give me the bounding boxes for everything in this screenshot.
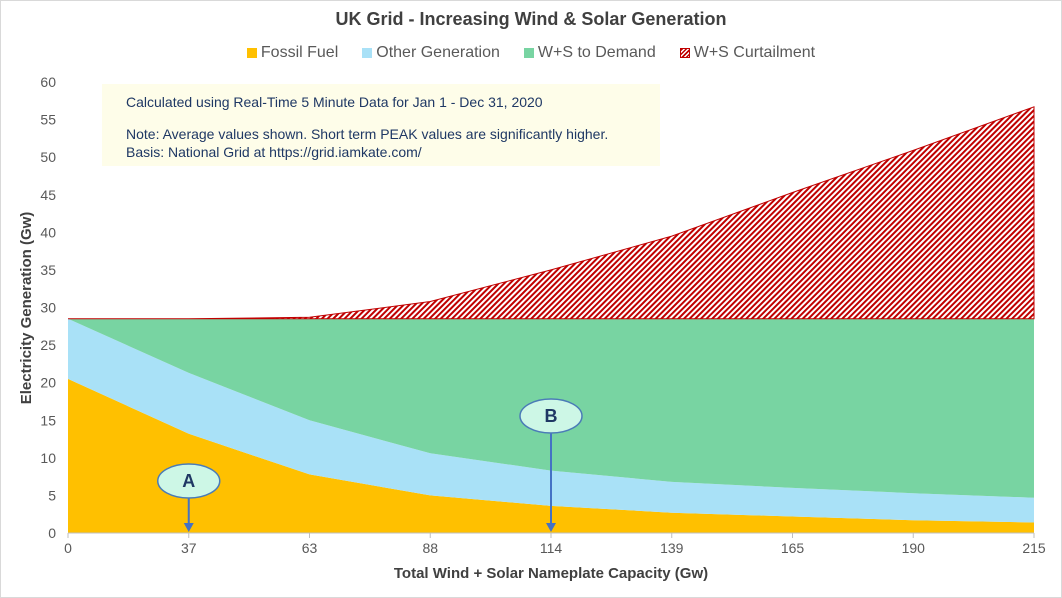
legend-item-ws-curtailment: W+S Curtailment <box>679 44 816 62</box>
callout-bubble-a <box>157 463 221 499</box>
legend-swatch-other-generation <box>362 48 373 58</box>
y-tick-label: 5 <box>48 487 56 503</box>
callout-label-a: A <box>182 471 195 491</box>
x-tick-label: 139 <box>660 540 684 556</box>
x-tick-label: 37 <box>181 540 197 556</box>
callout-label-b: B <box>545 406 558 426</box>
series-area-other-generation <box>68 318 1034 523</box>
y-tick-label: 15 <box>40 412 56 428</box>
legend-label-ws-curtailment: W+S Curtailment <box>693 44 816 61</box>
legend-swatch-ws-curtailment <box>679 48 690 58</box>
y-tick-label: 30 <box>40 300 56 316</box>
note-line-basis: Basis: National Grid at https://grid.iam… <box>126 144 422 160</box>
legend-swatch-ws-to-demand <box>523 48 534 58</box>
x-tick-label: 190 <box>902 540 926 556</box>
series-area-w-s-curtailment <box>68 106 1035 320</box>
x-tick-label: 165 <box>781 540 805 556</box>
legend-label-other-generation: Other Generation <box>376 44 500 61</box>
callouts: AB <box>157 398 583 532</box>
y-tick-label: 45 <box>40 187 56 203</box>
y-axis-title: Electricity Generation (Gw) <box>18 212 35 405</box>
y-tick-label: 55 <box>40 112 56 128</box>
x-tick-label: 114 <box>540 540 563 556</box>
axes: 0 5 10 15 20 25 30 35 40 45 50 55 60 0 37 63 88 114 139 165… <box>40 74 1045 556</box>
legend-label-fossil-fuel: Fossil Fuel <box>260 44 339 61</box>
x-tick-label: 0 <box>64 540 72 556</box>
x-tick-label: 63 <box>302 540 318 556</box>
y-tick-label: 40 <box>40 224 56 240</box>
legend-label-ws-to-demand: W+S to Demand <box>537 44 656 61</box>
series-area-fossil-fuel <box>68 378 1034 533</box>
legend-item-fossil-fuel: Fossil Fuel <box>246 44 339 62</box>
note-line-average: Note: Average values shown. Short term P… <box>126 126 609 142</box>
y-tick-label: 25 <box>40 337 56 353</box>
chart-title: UK Grid - Increasing Wind & Solar Genera… <box>335 9 727 29</box>
y-tick-label: 20 <box>40 375 56 391</box>
legend-item-other-generation: Other Generation <box>362 44 500 62</box>
legend-swatch-fossil-fuel <box>246 48 257 58</box>
y-tick-label: 0 <box>48 525 56 541</box>
y-tick-label: 10 <box>40 450 56 466</box>
x-axis-title: Total Wind + Solar Nameplate Capacity (G… <box>394 565 708 582</box>
note-line-data-source: Calculated using Real-Time 5 Minute Data… <box>126 94 543 110</box>
x-tick-label: 215 <box>1022 540 1046 556</box>
chart-legend: Fossil Fuel Other Generation W+S to Dema… <box>0 44 1062 62</box>
callout-bubble-b <box>519 398 583 434</box>
legend-item-ws-to-demand: W+S to Demand <box>523 44 656 62</box>
y-tick-label: 35 <box>40 262 56 278</box>
x-tick-label: 88 <box>422 540 438 556</box>
callout-arrowhead-b <box>546 523 556 532</box>
y-tick-label: 50 <box>40 149 56 165</box>
y-tick-label: 60 <box>40 74 56 90</box>
callout-arrowhead-a <box>183 523 194 532</box>
info-note-box: Calculated using Real-Time 5 Minute Data… <box>102 84 660 166</box>
